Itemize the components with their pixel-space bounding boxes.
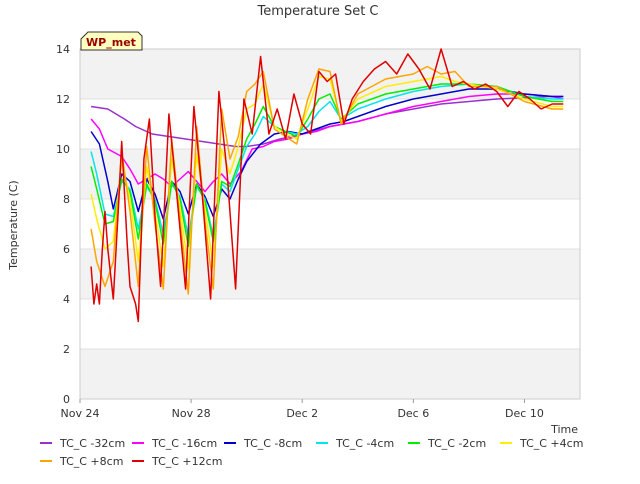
y-tick-label: 8 [63, 193, 70, 206]
legend-label: TC_C -32cm [59, 437, 125, 450]
x-axis-label: Time [550, 423, 578, 436]
series-layer [90, 48, 564, 323]
x-tick-label: Nov 28 [172, 407, 211, 420]
x-tick-label: Nov 24 [61, 407, 100, 420]
background-bands [80, 49, 580, 399]
legend-label: TC_C +12cm [151, 455, 222, 468]
background-band [80, 349, 580, 399]
legend-label: TC_C +4cm [519, 437, 583, 450]
series-line [90, 95, 564, 148]
series-line [90, 48, 564, 323]
y-tick-label: 4 [63, 293, 70, 306]
legend-label: TC_C +8cm [59, 455, 123, 468]
legend-label: TC_C -4cm [335, 437, 394, 450]
series-line [90, 83, 564, 238]
annotation-text: WP_met [86, 36, 136, 49]
y-tick-label: 10 [56, 143, 70, 156]
axis-ticks: 0 2 4 6 8 10 12 14 Nov 24 Nov 28 Dec 2 Dec 6 Dec 10 [56, 43, 544, 420]
x-tick-label: Dec 2 [286, 407, 318, 420]
series-line [90, 88, 564, 220]
background-band [80, 149, 580, 199]
y-tick-label: 6 [63, 243, 70, 256]
y-tick-label: 0 [63, 393, 70, 406]
legend-label: TC_C -16cm [151, 437, 217, 450]
legend-label: TC_C -2cm [427, 437, 486, 450]
chart-title: Temperature Set C [256, 4, 378, 19]
annotation-box: WP_met [80, 31, 143, 51]
x-tick-label: Dec 10 [505, 407, 544, 420]
plot-frame [79, 48, 581, 400]
legend-label: TC_C -8cm [243, 437, 302, 450]
x-tick-label: Dec 6 [397, 407, 429, 420]
annotation-background [80, 31, 143, 51]
background-band [80, 249, 580, 299]
y-tick-label: 2 [63, 343, 70, 356]
y-tick-label: 12 [56, 93, 70, 106]
y-axis-label: Temperature (C) [7, 180, 20, 270]
series-line [90, 83, 564, 248]
legend: TC_C -32cm TC_C -16cm TC_C -8cm TC_C -4cm TC… [40, 437, 583, 468]
y-tick-label: 14 [56, 43, 70, 56]
